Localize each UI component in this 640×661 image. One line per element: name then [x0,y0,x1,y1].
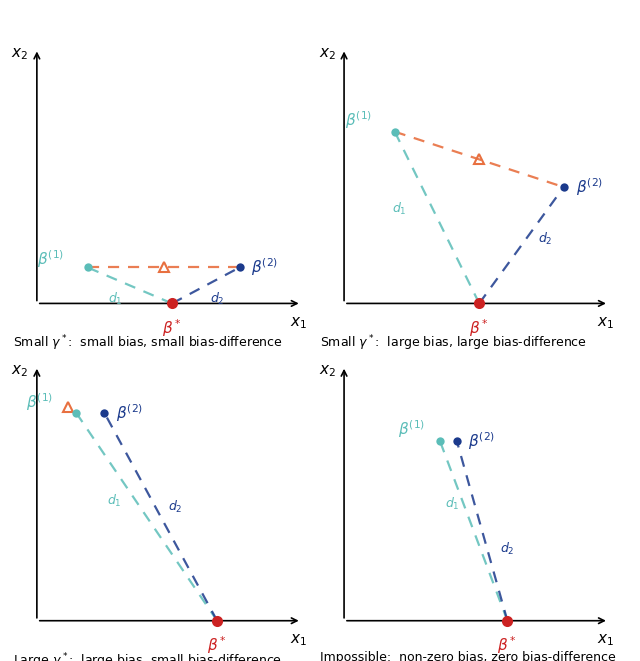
Text: $d_1$: $d_1$ [108,292,123,307]
Text: Impossible:  non-zero bias, zero bias-difference: Impossible: non-zero bias, zero bias-dif… [320,651,616,661]
Text: $\beta^{(1)}$: $\beta^{(1)}$ [37,249,65,270]
Text: $x_1$: $x_1$ [597,315,614,330]
Text: $d_2$: $d_2$ [538,231,553,247]
Text: Small $\gamma^*$:  small bias, small bias-difference: Small $\gamma^*$: small bias, small bias… [13,334,282,354]
Text: $d_2$: $d_2$ [500,541,514,557]
Text: $\beta^*$: $\beta^*$ [497,635,517,656]
Text: $\beta^{(2)}$: $\beta^{(2)}$ [575,176,603,198]
Text: $\beta^*$: $\beta^*$ [207,635,227,656]
Text: $d_1$: $d_1$ [392,201,406,217]
Text: $d_2$: $d_2$ [210,292,225,307]
Text: $x_1$: $x_1$ [597,633,614,648]
Text: $d_1$: $d_1$ [107,493,122,509]
Text: $\beta^*$: $\beta^*$ [469,317,489,339]
Text: $\beta^{(1)}$: $\beta^{(1)}$ [344,110,372,132]
Text: $\beta^{(2)}$: $\beta^{(2)}$ [252,256,278,278]
Text: $\beta^*$: $\beta^*$ [162,317,182,339]
Text: Small $\gamma^*$:  large bias, large bias-difference: Small $\gamma^*$: large bias, large bias… [320,334,587,354]
Text: $x_2$: $x_2$ [12,46,29,62]
Text: Large $\gamma^*$:  large bias, small bias-difference: Large $\gamma^*$: large bias, small bias… [13,651,282,661]
Text: $\beta^{(2)}$: $\beta^{(2)}$ [468,430,495,451]
Text: $x_2$: $x_2$ [319,364,336,379]
Text: $x_1$: $x_1$ [290,633,307,648]
Text: $x_2$: $x_2$ [12,364,29,379]
Text: $d_1$: $d_1$ [445,496,460,512]
Text: $x_2$: $x_2$ [319,46,336,62]
Text: $\beta^{(1)}$: $\beta^{(1)}$ [398,418,425,440]
Text: $x_1$: $x_1$ [290,315,307,330]
Text: $d_2$: $d_2$ [168,498,182,514]
Text: $\beta^{(1)}$: $\beta^{(1)}$ [26,391,53,412]
Text: $\beta^{(2)}$: $\beta^{(2)}$ [116,402,143,424]
